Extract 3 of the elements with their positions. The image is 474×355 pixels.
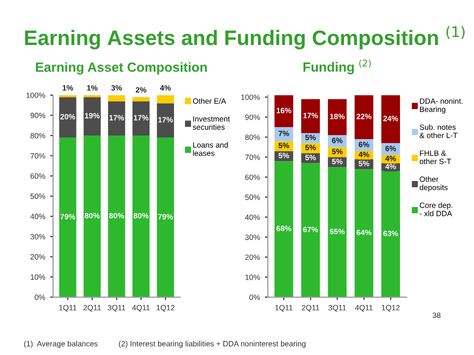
chart-subtitle: Earning Asset Composition bbox=[36, 62, 207, 75]
chart-title: Funding $^{(2)}$ bbox=[304, 60, 371, 74]
text: Earning Assets and Funding Composition $^{(1)}$ bbox=[25, 26, 465, 50]
